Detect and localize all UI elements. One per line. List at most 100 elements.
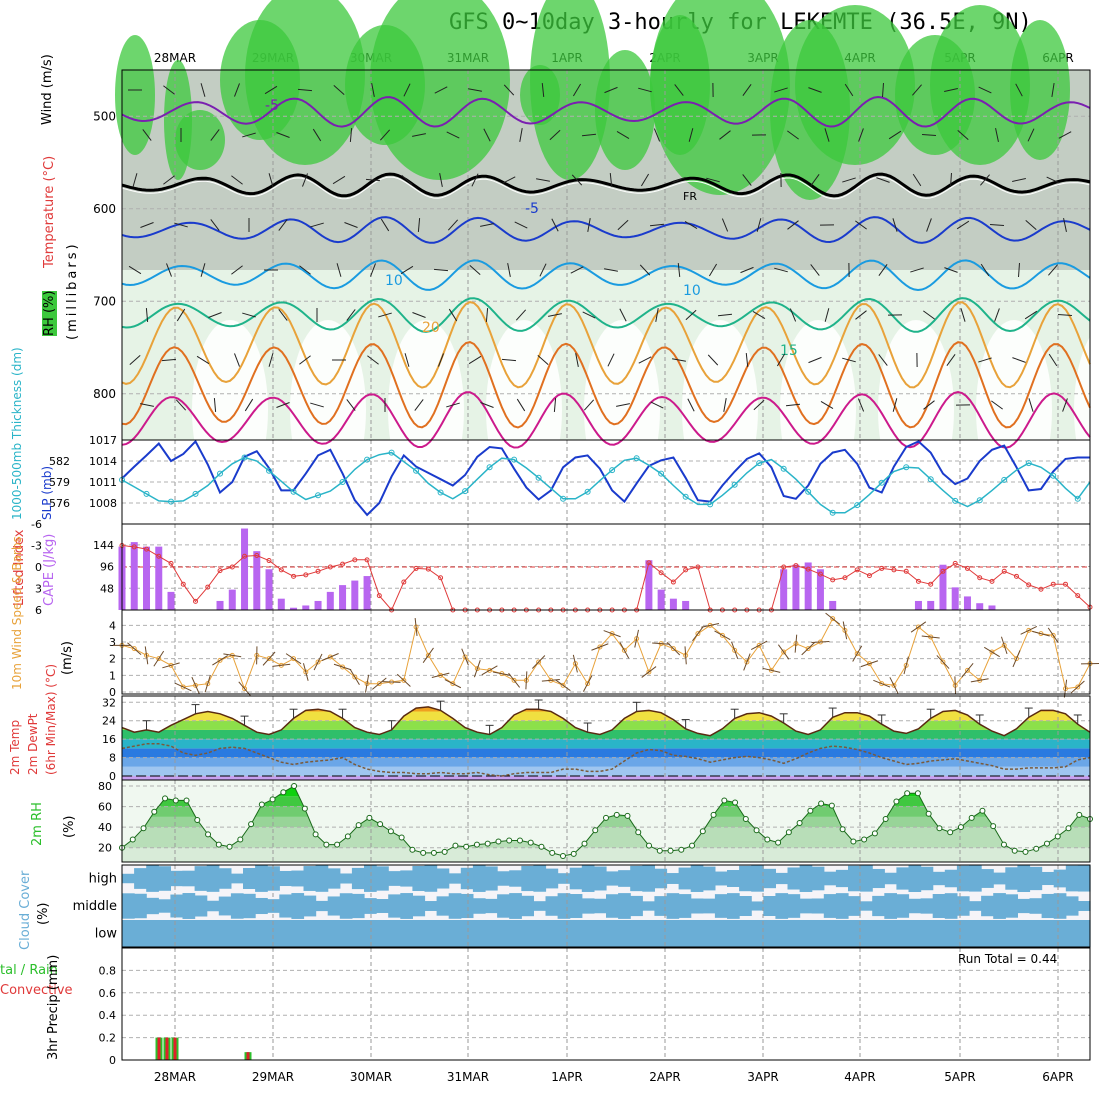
wind10-barb [144, 646, 149, 665]
wind-barb [912, 173, 922, 187]
rh2m-tick-label: 40 [98, 821, 112, 834]
cloud-cell [727, 920, 740, 947]
rh2m-marker [248, 821, 255, 828]
cloud-cell [944, 869, 958, 888]
wind10-barb [212, 655, 228, 666]
wind-barb [980, 174, 990, 186]
cloud-cell [630, 895, 643, 917]
lifted-index-marker [1013, 573, 1019, 579]
lifted-index-marker [683, 567, 689, 573]
wind-barb [960, 308, 966, 322]
wind-barb [607, 353, 615, 367]
wind10-marker [180, 684, 186, 690]
temp2m-label: 2m Temp [8, 719, 22, 775]
thickness-label: 1000-500mb Thickness (dm) [10, 347, 24, 520]
wind10-barb [1047, 627, 1059, 644]
thickness-marker [854, 502, 861, 509]
temp-below-zero-band [122, 776, 1090, 780]
freezing-level-inner [121, 176, 1091, 200]
wind-barb [242, 132, 256, 138]
wind10-barb [285, 653, 302, 665]
lifted-index-marker [376, 593, 382, 599]
cloud-layer-label: high [89, 872, 117, 887]
precip-total-label: tal / Rain [0, 963, 58, 978]
cloud-cell [497, 894, 510, 918]
cloud-cell [279, 894, 292, 918]
wind-barb [448, 308, 458, 322]
rh2m-marker [979, 807, 986, 814]
lifted-index-marker [670, 579, 676, 585]
wind-barb [401, 174, 413, 186]
wind-barb [742, 174, 752, 186]
wind-barb [264, 85, 278, 95]
wind-barb [740, 266, 754, 274]
wind10-barb [382, 681, 401, 683]
wind10-barb [321, 653, 339, 661]
isotherm-10 [121, 259, 1091, 292]
rh2m-marker [463, 843, 470, 850]
thickness-marker [168, 498, 175, 505]
wind10-marker [1001, 642, 1007, 648]
rh2m-marker [635, 829, 642, 836]
cloud-cell [1041, 920, 1055, 947]
wind-barb [434, 86, 448, 94]
temp-tick-label: 0 [109, 770, 116, 783]
wind-barb [403, 83, 411, 97]
cloud-cell [908, 920, 922, 947]
wind-barb [650, 401, 664, 409]
wind-barb [653, 128, 661, 142]
wind10-barb [634, 629, 639, 648]
lifted-index-marker [180, 581, 186, 587]
cloud-cell [146, 897, 159, 915]
thickness-marker [1074, 495, 1081, 502]
wind-barb [344, 222, 358, 228]
slp-line [121, 439, 1090, 517]
cape-bar [228, 589, 236, 610]
cloud-cell [1017, 920, 1031, 947]
wind-barb [723, 398, 727, 412]
rh2m-marker [430, 849, 437, 856]
cloud-cell [654, 868, 668, 889]
wind-barb [1028, 398, 1034, 412]
thickness-marker [829, 509, 836, 516]
wind10-barb [794, 634, 798, 653]
wind-barb [989, 224, 1005, 226]
cape-bar [143, 546, 151, 610]
wind10-marker [425, 652, 431, 658]
cloud-cell [618, 893, 631, 919]
wind10-barb [860, 660, 879, 668]
cloud-cell [388, 894, 401, 918]
wind10-marker [205, 681, 211, 687]
cloud-cell [618, 920, 631, 947]
cloud-cell [327, 920, 341, 947]
rh2m-marker [732, 799, 739, 806]
wind-barb [581, 133, 597, 137]
wind10-barb [921, 635, 940, 639]
rh2m-marker [957, 824, 964, 831]
lifted-index-marker [217, 568, 223, 574]
rh2m-marker [559, 852, 566, 859]
wind-barb [242, 312, 256, 318]
wind-barb [685, 309, 697, 321]
thickness-marker [486, 464, 493, 471]
thickness-marker [315, 492, 322, 499]
lifted-index-marker [327, 564, 333, 570]
wind-tick-label: 4 [109, 619, 116, 632]
wind-barb [234, 353, 240, 367]
cloud-cell [666, 893, 680, 919]
wind-barb [414, 399, 424, 411]
wind-barb [539, 263, 547, 277]
cloud-cell [460, 867, 474, 890]
cloud-cell [630, 920, 643, 947]
panel-frame [121, 864, 1091, 948]
cape-tick-label: 48 [100, 582, 114, 595]
wind10-marker [131, 646, 137, 652]
wind10-line [121, 617, 1091, 691]
cloud-cell [376, 899, 389, 913]
isotherm-label: -5 [265, 98, 279, 114]
cloud-cell [872, 920, 885, 947]
wind-barb [128, 265, 142, 275]
cloud-cell [194, 920, 208, 947]
lifted-index-marker [315, 568, 321, 574]
slp-tick-label: 1014 [89, 455, 117, 468]
